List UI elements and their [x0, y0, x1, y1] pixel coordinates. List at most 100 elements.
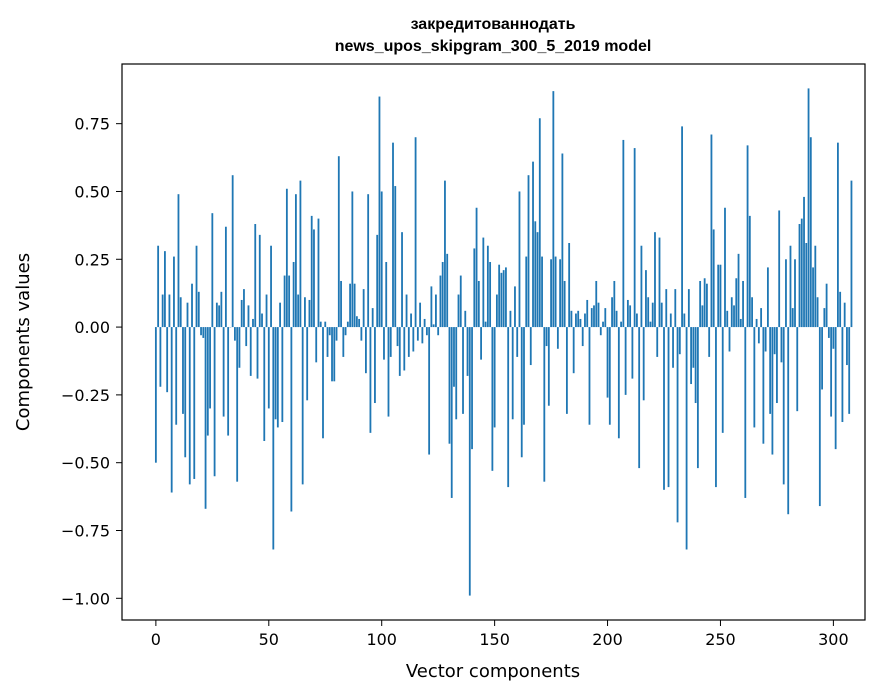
bar — [482, 237, 485, 328]
bar — [256, 327, 259, 379]
bar — [191, 283, 193, 328]
bar — [252, 318, 254, 328]
bar — [261, 313, 263, 328]
y-axis-ticks: 0.75 0.50 0.25 0.00 −0.25 −0.50 −0.75 −1.00 — [61, 115, 122, 608]
bar — [299, 180, 302, 328]
bar — [419, 302, 422, 328]
chart-title: закредитованнодать — [411, 16, 576, 33]
bar — [453, 327, 455, 387]
bar — [586, 299, 589, 328]
bar — [570, 310, 573, 328]
bar — [161, 294, 164, 328]
bar — [285, 188, 288, 328]
bar — [771, 327, 774, 455]
bar — [703, 278, 706, 328]
y-tick-label: −0.75 — [61, 521, 110, 540]
bar — [360, 327, 363, 341]
y-axis-label: Components values — [13, 253, 34, 431]
bar — [491, 327, 494, 471]
bar — [514, 286, 516, 328]
bar — [780, 327, 783, 363]
bar — [672, 327, 674, 368]
bar — [590, 308, 593, 328]
bar — [545, 327, 548, 347]
bar — [254, 224, 257, 328]
bar — [204, 327, 207, 509]
bar — [565, 327, 568, 414]
bar — [272, 327, 275, 550]
bar — [389, 327, 392, 357]
bar — [218, 305, 221, 328]
bar — [794, 259, 796, 328]
bar — [563, 280, 566, 328]
bar — [164, 251, 166, 328]
bar — [432, 324, 435, 328]
bar — [385, 261, 388, 328]
bar — [331, 327, 333, 382]
bar — [658, 237, 661, 328]
bar — [834, 327, 837, 450]
bar — [394, 186, 397, 328]
bar — [579, 318, 582, 328]
bar — [543, 327, 546, 482]
bar — [358, 318, 361, 328]
bar — [809, 137, 812, 328]
bar — [444, 180, 446, 328]
bar — [538, 118, 541, 328]
bar — [234, 327, 236, 341]
x-tick-label: 300 — [818, 630, 849, 649]
bar — [821, 327, 823, 390]
bar — [518, 191, 521, 328]
bar — [281, 327, 284, 423]
bar — [588, 327, 591, 425]
bar — [337, 156, 340, 328]
x-tick-label: 0 — [151, 630, 161, 649]
bar — [344, 327, 347, 336]
bar — [243, 289, 245, 328]
bar — [448, 327, 451, 444]
bar — [328, 327, 331, 336]
bar — [532, 161, 534, 328]
bar — [584, 313, 586, 328]
bar — [412, 327, 415, 352]
bar — [577, 310, 580, 328]
bar — [245, 327, 248, 347]
bar — [170, 327, 173, 493]
bar — [468, 327, 471, 596]
bar — [267, 327, 270, 409]
y-tick-label: 0.25 — [74, 250, 110, 269]
bar — [676, 327, 679, 523]
bar — [791, 308, 794, 328]
bar — [369, 327, 372, 433]
bar — [552, 91, 555, 328]
bar — [812, 267, 814, 328]
bar — [378, 96, 381, 328]
bar — [459, 275, 462, 328]
bar — [173, 256, 175, 328]
bar — [489, 261, 492, 328]
bar — [313, 229, 315, 328]
bar — [294, 194, 297, 328]
bar — [306, 327, 309, 401]
bar — [197, 291, 200, 328]
bar — [380, 191, 383, 328]
bar — [450, 327, 453, 498]
bar — [315, 327, 318, 363]
x-tick-label: 150 — [479, 630, 510, 649]
bar — [365, 327, 367, 374]
bar — [620, 321, 622, 328]
bar — [258, 234, 261, 328]
bar — [629, 305, 632, 328]
bar — [608, 327, 611, 425]
y-tick-label: 0.00 — [74, 318, 110, 337]
bar — [525, 256, 528, 328]
bar — [414, 137, 417, 328]
bar — [396, 327, 399, 347]
bar — [805, 243, 808, 328]
bar — [270, 245, 272, 328]
bar — [789, 245, 792, 328]
bar — [757, 327, 760, 344]
bar — [753, 327, 756, 428]
bar — [803, 196, 805, 328]
